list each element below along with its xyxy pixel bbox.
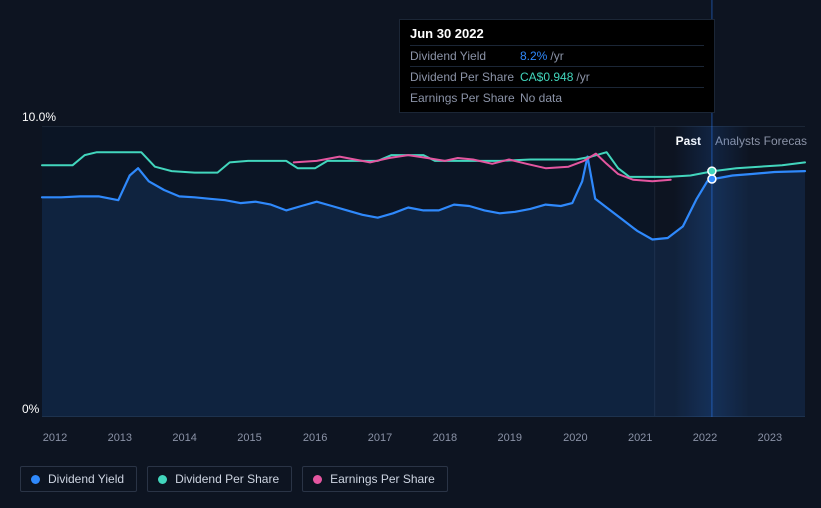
legend-item[interactable]: Dividend Per Share — [147, 466, 292, 492]
xaxis-tick: 2018 — [433, 432, 457, 444]
chart-container: 10.0% 0% Past Analysts Forecas 201220132… — [0, 0, 821, 508]
tooltip: Jun 30 2022 Dividend Yield8.2%/yrDividen… — [399, 19, 715, 113]
legend-label: Earnings Per Share — [330, 472, 435, 486]
tooltip-row-label: Earnings Per Share — [410, 91, 520, 105]
xaxis-tick: 2013 — [108, 432, 132, 444]
xaxis-tick: 2014 — [172, 432, 196, 444]
tooltip-row: Dividend Per ShareCA$0.948/yr — [410, 66, 704, 87]
tooltip-row-label: Dividend Per Share — [410, 70, 520, 84]
xaxis-tick: 2016 — [303, 432, 327, 444]
chart-plot[interactable] — [42, 126, 805, 417]
legend-dot — [313, 475, 322, 484]
xaxis-tick: 2015 — [237, 432, 261, 444]
legend-dot — [158, 475, 167, 484]
tooltip-row-label: Dividend Yield — [410, 49, 520, 63]
xaxis-tick: 2019 — [497, 432, 521, 444]
legend-item[interactable]: Earnings Per Share — [302, 466, 448, 492]
xaxis-tick: 2020 — [563, 432, 587, 444]
tooltip-title: Jun 30 2022 — [410, 26, 704, 45]
yaxis-label-bottom: 0% — [22, 402, 39, 416]
legend-label: Dividend Per Share — [175, 472, 279, 486]
xaxis-tick: 2012 — [43, 432, 67, 444]
xaxis-tick: 2021 — [628, 432, 652, 444]
yaxis-label-top: 10.0% — [22, 110, 56, 124]
xaxis-tick: 2023 — [758, 432, 782, 444]
x-axis: 2012 2013 2014 2015 2016 2017 2018 2019 2020 2021… — [42, 432, 805, 448]
xaxis-tick: 2017 — [368, 432, 392, 444]
legend-label: Dividend Yield — [48, 472, 124, 486]
tooltip-row: Dividend Yield8.2%/yr — [410, 45, 704, 66]
legend-item[interactable]: Dividend Yield — [20, 466, 137, 492]
tooltip-row-value: 8.2%/yr — [520, 49, 564, 63]
xaxis-tick: 2022 — [693, 432, 717, 444]
legend-dot — [31, 475, 40, 484]
tooltip-row-value: CA$0.948/yr — [520, 70, 590, 84]
chart-svg — [42, 126, 805, 417]
tooltip-row: Earnings Per ShareNo data — [410, 87, 704, 108]
tooltip-row-value: No data — [520, 91, 562, 105]
legend: Dividend Yield Dividend Per Share Earnings… — [20, 466, 448, 492]
